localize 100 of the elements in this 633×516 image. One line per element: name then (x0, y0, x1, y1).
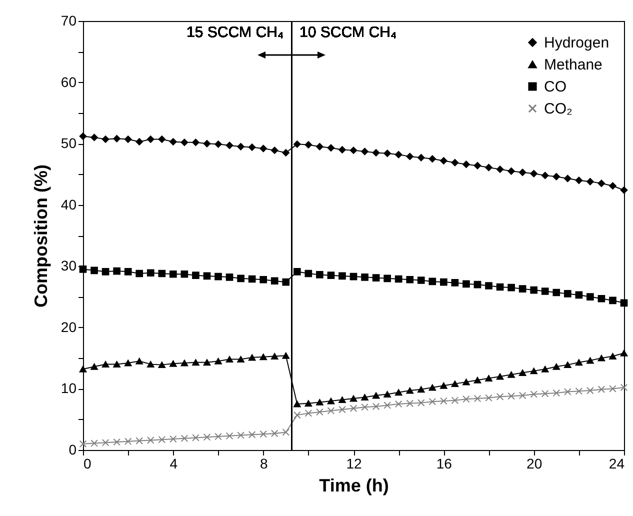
point (564, 290, 572, 298)
point (394, 389, 402, 396)
point (170, 360, 177, 367)
point (350, 272, 358, 280)
point (372, 402, 380, 410)
annotation: 15 SCCM CH₄ (186, 24, 284, 41)
point (384, 402, 391, 409)
point (248, 144, 256, 151)
point (462, 378, 470, 386)
point (417, 399, 425, 406)
point (440, 278, 448, 286)
point (90, 363, 98, 370)
point (598, 354, 606, 362)
point (586, 386, 594, 394)
point (260, 430, 267, 438)
point (384, 274, 391, 282)
point (136, 437, 144, 444)
point (552, 363, 560, 370)
point (237, 356, 244, 363)
point (293, 268, 301, 276)
point (214, 358, 222, 364)
point (260, 276, 267, 284)
point (226, 142, 234, 150)
point (180, 360, 188, 366)
point (518, 370, 526, 376)
x-tick-label: 4 (170, 456, 178, 472)
point (485, 394, 492, 402)
point (485, 375, 492, 382)
point (338, 272, 346, 280)
point (146, 436, 154, 444)
point (180, 434, 188, 442)
point (384, 390, 391, 398)
point (575, 291, 583, 299)
point (203, 433, 211, 441)
point (451, 158, 459, 166)
point (304, 410, 312, 417)
point (474, 280, 482, 288)
point (417, 276, 425, 284)
point (146, 269, 154, 277)
legend-label: Hydrogen (544, 34, 610, 52)
point (575, 388, 583, 395)
point (462, 280, 470, 288)
point (180, 270, 188, 278)
point (530, 390, 538, 398)
point (113, 267, 120, 275)
point (158, 436, 166, 444)
point (79, 366, 87, 372)
point (451, 396, 459, 404)
point (372, 274, 380, 282)
x-axis-title: Time (h) (319, 476, 389, 496)
point (518, 285, 526, 292)
point (598, 386, 606, 393)
point (214, 140, 222, 148)
point (586, 178, 594, 186)
x-tick-label: 20 (526, 456, 542, 472)
point (226, 356, 234, 363)
point (90, 134, 98, 142)
point (124, 438, 132, 446)
point (102, 268, 110, 276)
y-tick-label: 0 (68, 442, 77, 458)
point (146, 136, 154, 143)
point (327, 272, 335, 279)
point (350, 146, 358, 154)
point (124, 136, 132, 143)
point (304, 270, 312, 278)
point (462, 395, 470, 403)
point (361, 274, 368, 281)
point (530, 170, 538, 178)
point (136, 358, 144, 364)
point (451, 279, 459, 286)
point (575, 359, 583, 366)
point (203, 359, 211, 366)
legend-label: CO (544, 78, 566, 96)
point (394, 400, 402, 408)
point (170, 270, 177, 278)
point (158, 270, 166, 278)
point (293, 411, 301, 419)
point (282, 428, 290, 436)
point (338, 396, 346, 403)
point (90, 266, 98, 274)
point (316, 408, 324, 416)
point (372, 149, 380, 156)
point (518, 392, 526, 400)
point (304, 400, 312, 407)
point (170, 435, 177, 443)
point (620, 350, 628, 356)
point (316, 398, 324, 406)
point (293, 140, 301, 148)
point (417, 154, 425, 162)
point (124, 268, 132, 276)
point (428, 155, 436, 163)
x-tick-label: 16 (436, 456, 452, 472)
point (270, 430, 278, 438)
point (248, 431, 256, 438)
y-axis-title: Composition (%) (30, 164, 51, 308)
point (462, 160, 470, 168)
point (417, 386, 425, 393)
point (102, 360, 110, 368)
point (270, 146, 278, 154)
point (226, 432, 234, 440)
